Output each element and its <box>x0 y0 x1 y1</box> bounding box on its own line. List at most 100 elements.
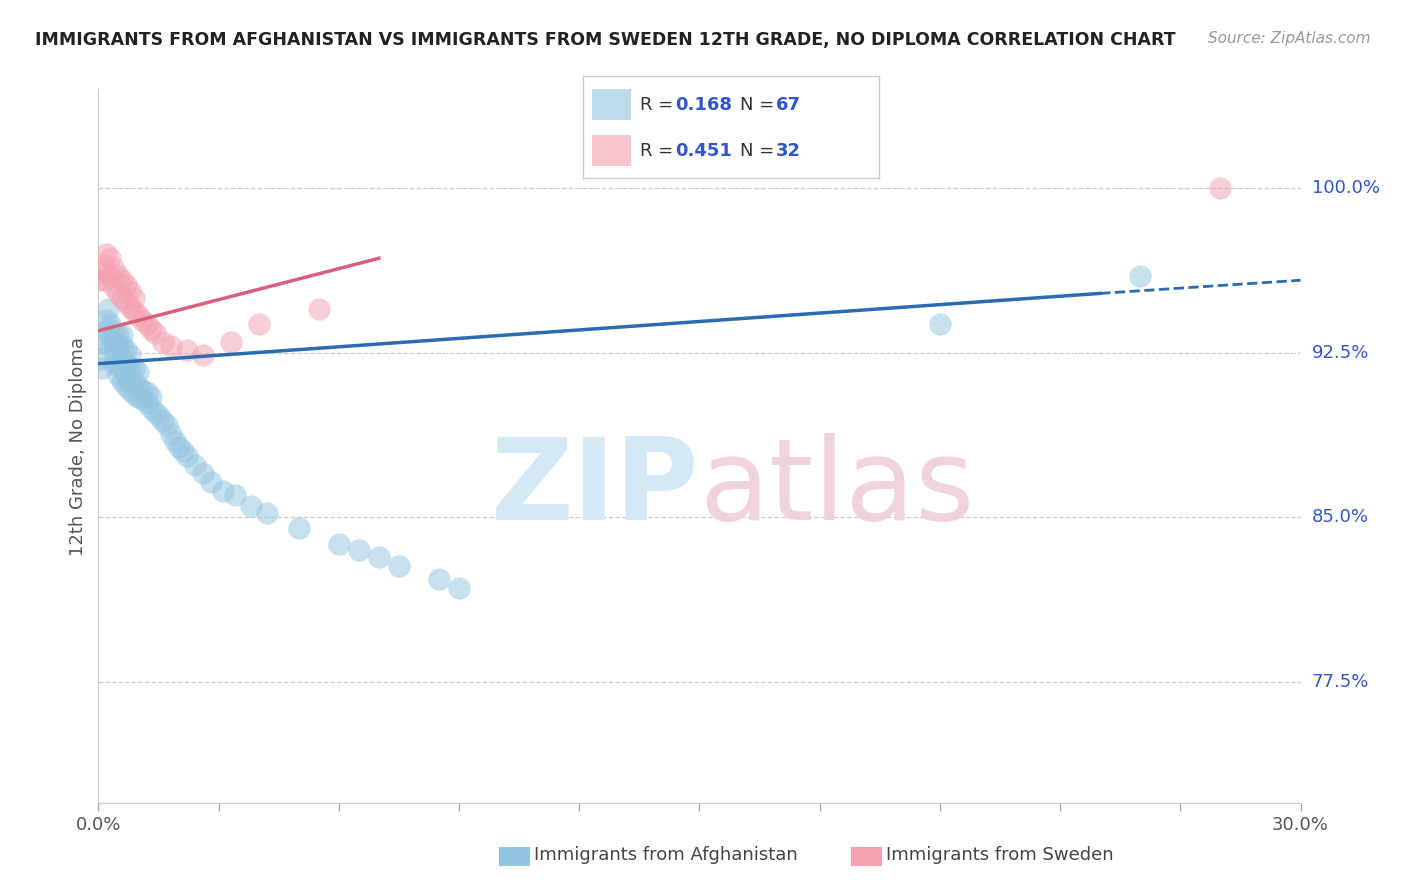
Point <box>1129 268 1152 283</box>
Point <box>124 291 146 305</box>
Point <box>111 273 134 287</box>
Point <box>103 334 125 349</box>
Bar <box>592 136 631 166</box>
Point <box>96 324 118 338</box>
Point <box>103 324 125 338</box>
Point <box>103 345 125 359</box>
Point <box>929 317 952 331</box>
Point <box>89 273 111 287</box>
Point <box>100 252 122 266</box>
Text: N =: N = <box>740 95 780 113</box>
Point <box>131 392 153 406</box>
Point <box>288 521 311 535</box>
Point <box>224 488 246 502</box>
Point <box>388 558 411 573</box>
Point <box>328 537 350 551</box>
Point <box>111 374 134 388</box>
Text: IMMIGRANTS FROM AFGHANISTAN VS IMMIGRANTS FROM SWEDEN 12TH GRADE, NO DIPLOMA COR: IMMIGRANTS FROM AFGHANISTAN VS IMMIGRANT… <box>35 31 1175 49</box>
Point <box>96 312 118 326</box>
Point <box>115 378 138 392</box>
Point <box>91 361 114 376</box>
Point <box>211 483 233 498</box>
Point <box>97 301 120 316</box>
Point <box>163 434 186 448</box>
Text: 32: 32 <box>776 142 800 160</box>
Point <box>111 352 134 367</box>
Point <box>128 378 150 392</box>
Point <box>100 317 122 331</box>
Text: 0.168: 0.168 <box>675 95 733 113</box>
Point <box>128 366 150 380</box>
Point <box>107 268 129 283</box>
Point <box>159 426 181 441</box>
Point <box>111 291 134 305</box>
Point <box>120 300 142 314</box>
Point <box>183 458 205 472</box>
Point <box>111 361 134 376</box>
Point <box>96 247 118 261</box>
Point <box>152 414 174 428</box>
Point <box>200 475 222 490</box>
Text: atlas: atlas <box>699 434 974 544</box>
Point <box>107 357 129 371</box>
Point <box>96 273 118 287</box>
Point <box>427 572 450 586</box>
Text: 92.5%: 92.5% <box>1312 343 1369 361</box>
Point <box>124 304 146 318</box>
Point <box>176 449 198 463</box>
Text: 67: 67 <box>776 95 800 113</box>
Text: R =: R = <box>640 142 679 160</box>
Point <box>115 343 138 358</box>
Point <box>135 317 157 331</box>
Point <box>120 284 142 298</box>
Point <box>103 262 125 277</box>
Point <box>176 343 198 358</box>
Text: Source: ZipAtlas.com: Source: ZipAtlas.com <box>1208 31 1371 46</box>
Point <box>139 401 162 415</box>
Point <box>100 330 122 344</box>
Point <box>107 286 129 301</box>
Point <box>103 280 125 294</box>
Text: 85.0%: 85.0% <box>1312 508 1368 526</box>
Point <box>347 543 370 558</box>
Point <box>100 268 122 283</box>
Point <box>143 405 166 419</box>
Point <box>135 396 157 410</box>
Point <box>131 312 153 326</box>
Point <box>111 339 134 353</box>
Bar <box>592 89 631 120</box>
Point <box>103 357 125 371</box>
Point <box>247 317 270 331</box>
Point <box>120 348 142 362</box>
Point <box>124 387 146 401</box>
Point <box>1209 181 1232 195</box>
Point <box>124 361 146 376</box>
Point <box>115 295 138 310</box>
Point <box>172 444 194 458</box>
Point <box>91 264 114 278</box>
Text: 100.0%: 100.0% <box>1312 179 1379 197</box>
Point <box>155 418 177 433</box>
Text: ZIP: ZIP <box>491 434 699 544</box>
Text: 77.5%: 77.5% <box>1312 673 1369 691</box>
Point <box>159 339 181 353</box>
Point <box>139 321 162 335</box>
Point <box>308 301 330 316</box>
Y-axis label: 12th Grade, No Diploma: 12th Grade, No Diploma <box>69 336 87 556</box>
Point <box>107 339 129 353</box>
Text: 0.451: 0.451 <box>675 142 733 160</box>
Point <box>115 357 138 371</box>
Point <box>131 383 153 397</box>
Text: Immigrants from Afghanistan: Immigrants from Afghanistan <box>534 846 799 863</box>
Point <box>447 581 470 595</box>
Point <box>256 506 278 520</box>
Point <box>191 467 214 481</box>
Point <box>107 328 129 343</box>
Point <box>167 440 190 454</box>
Point <box>128 390 150 404</box>
Point <box>124 374 146 388</box>
Point <box>93 334 115 349</box>
Point <box>143 326 166 340</box>
Point <box>128 309 150 323</box>
Point <box>239 500 262 514</box>
